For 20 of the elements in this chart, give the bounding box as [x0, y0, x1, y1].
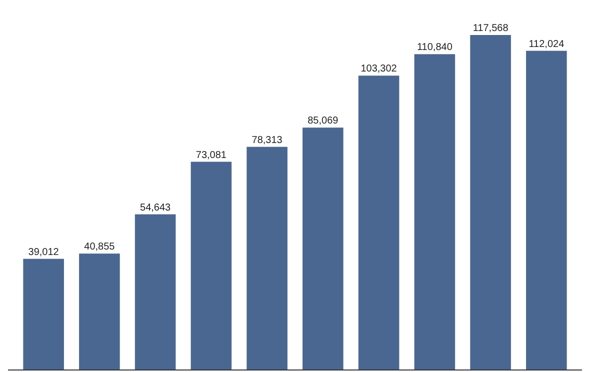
data-label: 40,855 — [84, 242, 116, 253]
data-label: 117,568 — [472, 23, 509, 34]
bar — [302, 128, 344, 370]
bar — [246, 146, 288, 370]
data-label: 39,012 — [28, 246, 60, 258]
bar — [79, 254, 120, 370]
bar — [23, 258, 64, 370]
bar — [526, 50, 567, 370]
bar — [358, 76, 400, 370]
data-label: 85,069 — [308, 116, 339, 127]
bar — [134, 214, 176, 370]
data-label: 103,302 — [360, 64, 398, 75]
data-label: 78,313 — [252, 134, 283, 146]
data-label: 73,081 — [196, 150, 227, 161]
bar — [190, 162, 232, 370]
bar — [414, 54, 456, 370]
bar — [470, 35, 511, 370]
data-label: 110,840 — [416, 42, 453, 54]
data-label: 112,024 — [528, 38, 565, 50]
data-label: 54,643 — [140, 202, 172, 214]
